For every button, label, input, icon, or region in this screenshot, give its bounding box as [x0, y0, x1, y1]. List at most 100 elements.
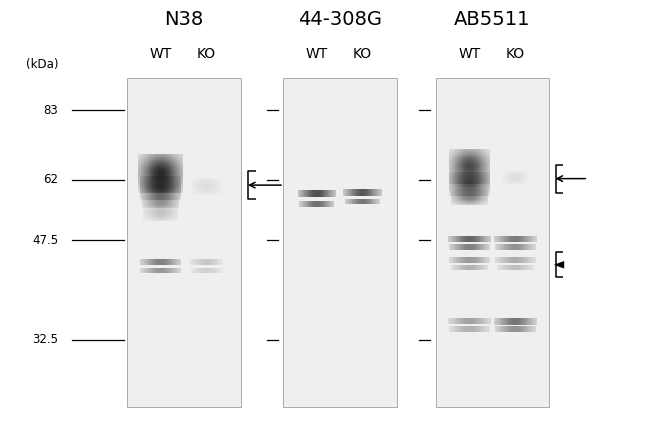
Bar	[157, 165, 158, 166]
Bar	[175, 161, 176, 162]
Bar	[471, 175, 472, 176]
Bar	[483, 188, 484, 189]
Bar	[170, 199, 171, 200]
Bar	[166, 190, 167, 191]
Bar	[175, 177, 176, 178]
Bar	[470, 175, 471, 176]
Bar	[458, 188, 459, 189]
Bar	[171, 155, 172, 156]
Bar	[450, 162, 451, 163]
Bar	[455, 175, 456, 176]
Bar	[161, 190, 162, 191]
Bar	[464, 174, 465, 175]
Bar	[463, 159, 464, 160]
Bar	[171, 165, 172, 166]
Bar	[454, 183, 455, 184]
Bar	[153, 192, 155, 193]
Bar	[170, 182, 171, 183]
Bar	[141, 177, 142, 178]
Bar	[178, 178, 179, 179]
Bar	[168, 164, 169, 165]
Bar	[164, 195, 165, 196]
Bar	[150, 174, 151, 176]
Bar	[182, 169, 183, 170]
Bar	[463, 160, 464, 161]
Bar	[146, 194, 147, 195]
Bar	[182, 181, 183, 182]
Bar	[488, 186, 489, 187]
Bar	[156, 170, 157, 171]
Bar	[167, 171, 168, 172]
Bar	[147, 165, 148, 166]
Bar	[483, 181, 484, 182]
Bar	[460, 179, 461, 180]
Bar	[158, 167, 159, 168]
Bar	[483, 175, 484, 176]
Bar	[178, 183, 179, 184]
Bar	[462, 184, 463, 185]
Bar	[144, 198, 145, 199]
Bar	[141, 188, 142, 189]
Bar	[166, 170, 167, 171]
Bar	[166, 182, 167, 183]
Bar	[464, 172, 465, 173]
Bar	[154, 179, 155, 180]
Bar	[166, 184, 167, 185]
Bar	[148, 194, 149, 195]
Bar	[171, 169, 172, 170]
Bar	[478, 152, 479, 153]
Bar	[476, 164, 477, 165]
Bar	[180, 194, 181, 195]
Bar	[487, 163, 488, 164]
Bar	[467, 162, 468, 163]
Bar	[462, 158, 463, 159]
Bar	[460, 186, 461, 187]
Bar	[480, 185, 481, 186]
Bar	[470, 182, 471, 183]
Bar	[470, 183, 471, 184]
Bar	[180, 191, 181, 192]
Bar	[455, 155, 456, 156]
Bar	[176, 196, 177, 197]
Bar	[475, 181, 476, 182]
Bar	[463, 183, 464, 184]
Bar	[181, 164, 182, 165]
Bar	[462, 153, 463, 154]
Bar	[489, 192, 490, 193]
Bar	[169, 179, 170, 180]
Bar	[175, 193, 176, 194]
Bar	[156, 171, 157, 172]
Bar	[472, 182, 473, 183]
Bar	[138, 163, 139, 164]
Bar	[167, 198, 168, 199]
Bar	[455, 181, 456, 182]
Bar	[167, 177, 168, 178]
Bar	[454, 189, 455, 190]
Bar	[450, 175, 451, 176]
Bar	[458, 187, 459, 188]
Bar	[457, 184, 458, 185]
Bar	[458, 179, 459, 180]
Bar	[482, 191, 483, 192]
Bar	[143, 191, 144, 192]
Bar	[148, 197, 149, 198]
Bar	[457, 160, 458, 161]
Bar	[158, 161, 159, 162]
Bar	[487, 156, 488, 157]
Bar	[170, 174, 171, 176]
Bar	[488, 192, 489, 193]
Bar	[149, 167, 150, 168]
Bar	[484, 180, 486, 181]
Bar	[168, 179, 169, 180]
Bar	[459, 180, 460, 181]
Bar	[478, 183, 479, 184]
Bar	[462, 157, 463, 158]
Bar	[472, 184, 473, 185]
Bar	[149, 156, 150, 157]
Bar	[469, 187, 470, 188]
Bar	[175, 182, 176, 183]
Bar	[470, 160, 471, 161]
Bar	[489, 169, 490, 170]
Bar	[171, 187, 172, 189]
Bar	[164, 189, 165, 190]
